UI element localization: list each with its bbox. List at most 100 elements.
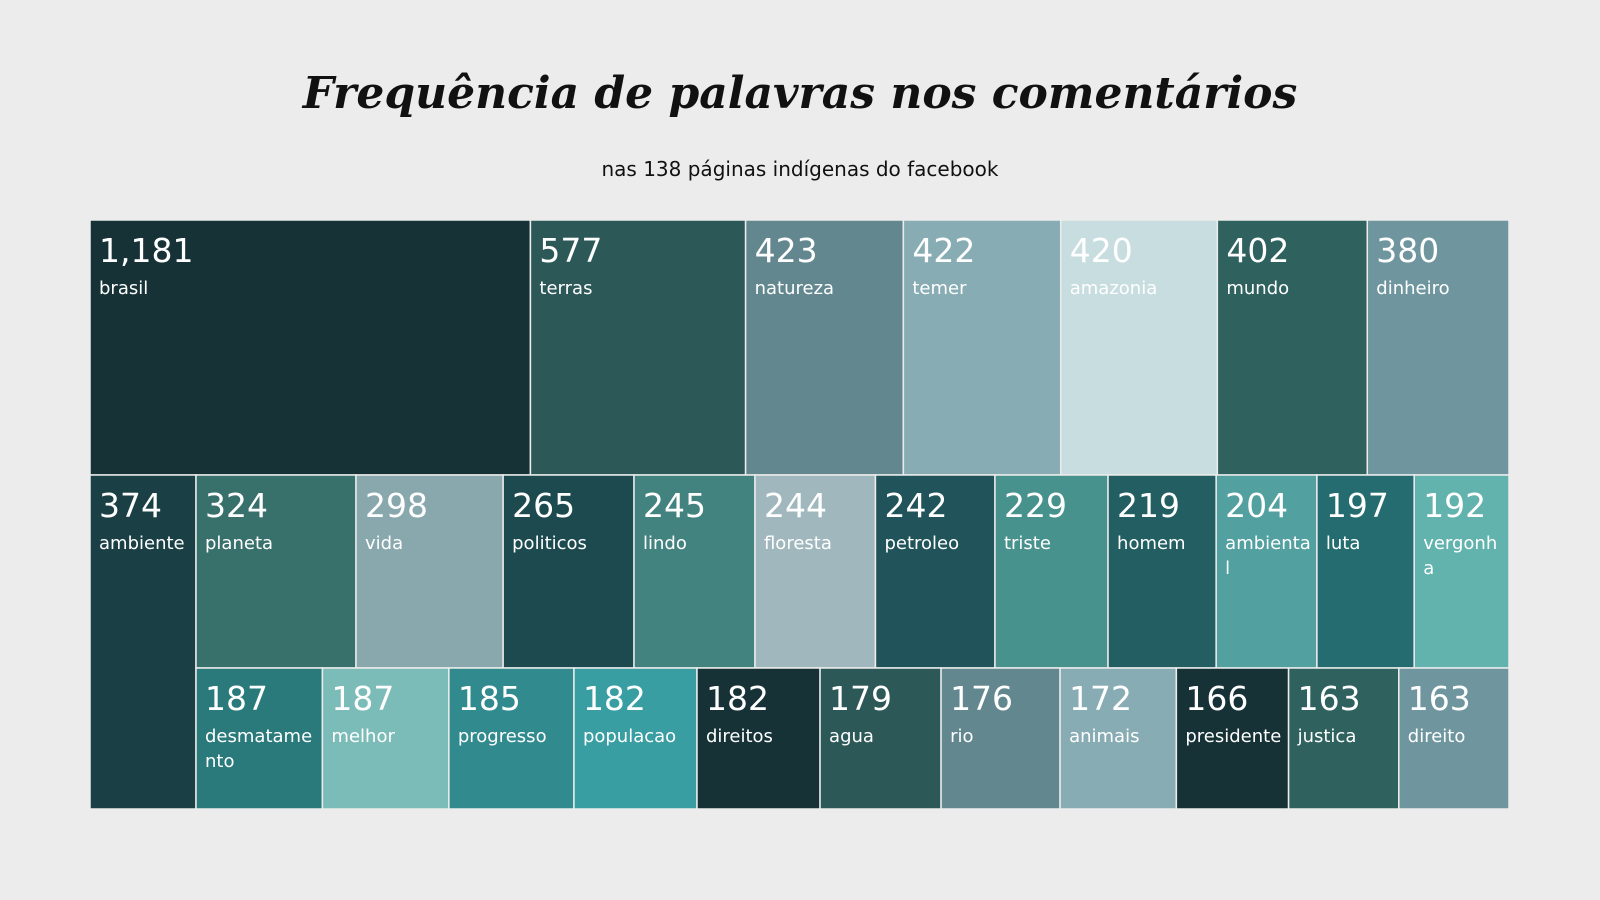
- treemap-tile-politicos: 265 politicos: [502, 474, 635, 669]
- tile-value-ambiente: 374: [99, 486, 162, 525]
- tile-rect-triste: [994, 474, 1109, 669]
- tile-value-terras: 577: [539, 231, 602, 270]
- tile-value-direitos: 182: [706, 679, 769, 718]
- treemap-tile-lindo: 245 lindo: [633, 474, 756, 669]
- tile-value-vergonha: 192: [1423, 486, 1486, 525]
- tile-label-direitos: direitos: [706, 726, 773, 747]
- tile-label-vergonha: vergonh: [1423, 533, 1497, 554]
- tile-label-dinheiro: dinheiro: [1376, 278, 1449, 299]
- tile-label-melhor: melhor: [331, 726, 395, 747]
- tile-label-luta: luta: [1326, 533, 1361, 554]
- tile-rect-planeta: [195, 474, 357, 669]
- treemap-tile-luta: 197 luta: [1316, 474, 1415, 669]
- tile-label-agua: agua: [829, 726, 874, 747]
- treemap-tile-floresta: 244 floresta: [754, 474, 877, 669]
- tile-value-lindo: 245: [643, 486, 706, 525]
- tile-value-vida: 298: [365, 486, 428, 525]
- tile-rect-animais: [1059, 667, 1178, 810]
- tile-label-brasil: brasil: [99, 278, 148, 299]
- tile-label-amazonia: amazonia: [1070, 278, 1158, 299]
- tile-value-desmatamento: 187: [205, 679, 268, 718]
- treemap-tile-agua: 179 agua: [819, 667, 942, 810]
- treemap-tile-vida: 298 vida: [355, 474, 504, 669]
- tile-value-animais: 172: [1069, 679, 1132, 718]
- tile-value-mundo: 402: [1226, 231, 1289, 270]
- tile-rect-brasil: [89, 219, 532, 476]
- tile-label-rio: rio: [950, 726, 973, 747]
- treemap-tile-amazonia: 420 amazonia: [1059, 219, 1219, 476]
- tile-rect-floresta: [754, 474, 877, 669]
- tile-label-presidente: presidente: [1185, 726, 1281, 747]
- tile-label-ambiente: ambiente: [99, 533, 185, 554]
- tile-rect-natureza: [744, 219, 905, 476]
- tile-rect-mundo: [1216, 219, 1369, 476]
- tile-rect-agua: [819, 667, 942, 810]
- tile-label-populacao: populacao: [583, 726, 676, 747]
- treemap-tile-populacao: 182 populacao: [573, 667, 698, 810]
- tile-label-terras: terras: [539, 278, 592, 299]
- tile-value-petroleo: 242: [884, 486, 947, 525]
- tile-rect-lindo: [633, 474, 756, 669]
- tile-rect-ambiente: [89, 474, 197, 810]
- treemap-tile-ambiental: 204 ambienta l: [1215, 474, 1318, 669]
- tile-rect-vergonha: [1413, 474, 1510, 669]
- treemap-tile-justica: 163 justica: [1287, 667, 1400, 810]
- tile-value-politicos: 265: [512, 486, 575, 525]
- tile-label-progresso: progresso: [458, 726, 547, 747]
- tile-value-triste: 229: [1004, 486, 1067, 525]
- tile-label-animais: animais: [1069, 726, 1139, 747]
- tile-value-dinheiro: 380: [1376, 231, 1439, 270]
- tile-label-direito: direito: [1408, 726, 1466, 747]
- tile-value-planeta: 324: [205, 486, 268, 525]
- treemap-tile-progresso: 185 progresso: [448, 667, 575, 810]
- treemap-tile-natureza: 423 natureza: [744, 219, 905, 476]
- treemap-tile-desmatamento: 187 desmatame nto: [195, 667, 324, 810]
- tile-label-desmatamento: desmatame: [205, 726, 312, 747]
- tile-rect-dinheiro: [1366, 219, 1510, 476]
- treemap-tile-dinheiro: 380 dinheiro: [1366, 219, 1510, 476]
- tile-value-amazonia: 420: [1070, 231, 1133, 270]
- tile-label-desmatamento: nto: [205, 751, 234, 772]
- treemap-tile-triste: 229 triste: [994, 474, 1109, 669]
- tile-value-rio: 176: [950, 679, 1013, 718]
- tile-label-natureza: natureza: [755, 278, 834, 299]
- tile-label-triste: triste: [1004, 533, 1051, 554]
- treemap-tile-direitos: 182 direitos: [696, 667, 821, 810]
- tile-label-petroleo: petroleo: [884, 533, 959, 554]
- tile-value-agua: 179: [829, 679, 892, 718]
- tile-label-temer: temer: [912, 278, 967, 299]
- tile-value-luta: 197: [1326, 486, 1389, 525]
- tile-rect-rio: [940, 667, 1061, 810]
- tile-rect-direito: [1398, 667, 1510, 810]
- treemap-tile-mundo: 402 mundo: [1216, 219, 1369, 476]
- treemap-tile-ambiente: 374 ambiente: [89, 474, 197, 810]
- tile-label-justica: justica: [1297, 726, 1357, 747]
- tile-label-planeta: planeta: [205, 533, 273, 554]
- tile-value-homem: 219: [1117, 486, 1180, 525]
- tile-value-ambiental: 204: [1225, 486, 1288, 525]
- tile-rect-justica: [1287, 667, 1400, 810]
- tile-rect-petroleo: [874, 474, 996, 669]
- tile-value-direito: 163: [1408, 679, 1471, 718]
- tile-rect-temer: [902, 219, 1062, 476]
- treemap-tile-planeta: 324 planeta: [195, 474, 357, 669]
- tile-label-politicos: politicos: [512, 533, 587, 554]
- tile-value-brasil: 1,181: [99, 231, 193, 270]
- tile-value-presidente: 166: [1185, 679, 1248, 718]
- tile-label-mundo: mundo: [1226, 278, 1289, 299]
- tile-label-vida: vida: [365, 533, 403, 554]
- tile-value-populacao: 182: [583, 679, 646, 718]
- tile-value-melhor: 187: [331, 679, 394, 718]
- tile-label-ambiental: l: [1225, 558, 1230, 579]
- treemap-tile-homem: 219 homem: [1107, 474, 1217, 669]
- treemap-tile-animais: 172 animais: [1059, 667, 1178, 810]
- tile-label-vergonha: a: [1423, 558, 1434, 579]
- treemap-tile-terras: 577 terras: [529, 219, 747, 476]
- treemap-tile-brasil: 1,181 brasil: [89, 219, 532, 476]
- tile-rect-luta: [1316, 474, 1415, 669]
- treemap-tile-melhor: 187 melhor: [321, 667, 450, 810]
- treemap-tile-direito: 163 direito: [1398, 667, 1510, 810]
- tile-rect-politicos: [502, 474, 635, 669]
